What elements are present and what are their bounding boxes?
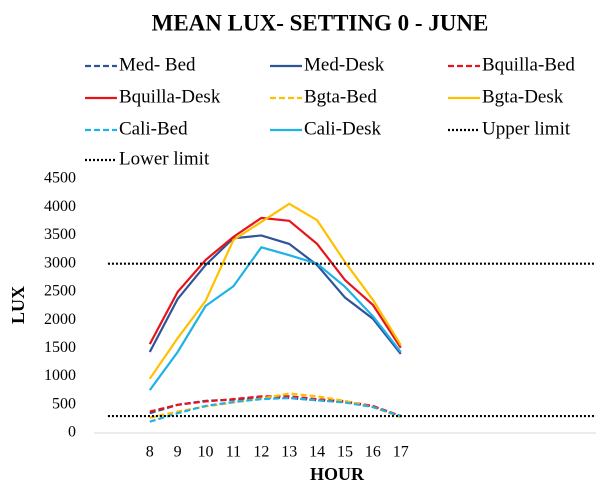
series-line [148,234,402,355]
y-tick-label: 2500 [44,283,76,300]
y-tick-label: 1500 [44,339,76,356]
x-tick-label: 11 [226,444,241,461]
legend-label: Bquilla-Bed [482,54,575,75]
y-tick-label: 3500 [44,226,76,243]
x-tick-label: 8 [146,444,154,461]
y-axis-title: LUX [8,286,28,324]
y-tick-label: 2000 [44,311,76,328]
x-tick-label: 9 [174,444,182,461]
y-tick-label: 500 [52,395,76,412]
legend-label: Bgta-Bed [304,86,377,107]
x-tick-label: 14 [309,444,325,461]
y-tick-label: 3000 [44,254,76,271]
x-tick-label: 10 [198,444,214,461]
y-tick-label: 0 [68,424,76,441]
legend-label: Bquilla-Desk [119,86,221,107]
legend-label: Bgta-Desk [482,86,564,107]
legend-label: Lower limit [119,148,210,169]
x-tick-label: 17 [393,444,409,461]
y-tick-label: 4000 [44,198,76,215]
series-line [148,202,402,380]
chart-title: MEAN LUX- SETTING 0 - JUNE [152,10,489,35]
y-tick-label: 1000 [44,367,76,384]
series-line [149,396,402,423]
legend-label: Upper limit [482,118,571,139]
x-tick-label: 15 [337,444,353,461]
x-tick-label: 13 [281,444,297,461]
legend-label: Cali-Desk [304,118,382,139]
y-tick-label: 4500 [44,170,76,187]
x-tick-label: 12 [253,444,269,461]
legend-label: Med- Bed [119,54,196,75]
legend-label: Med-Desk [304,54,385,75]
x-axis-title: HOUR [310,464,365,484]
series-line [148,246,402,391]
series-line [148,216,402,349]
x-tick-label: 16 [365,444,381,461]
series-line [149,396,402,418]
legend-label: Cali-Bed [119,118,188,139]
